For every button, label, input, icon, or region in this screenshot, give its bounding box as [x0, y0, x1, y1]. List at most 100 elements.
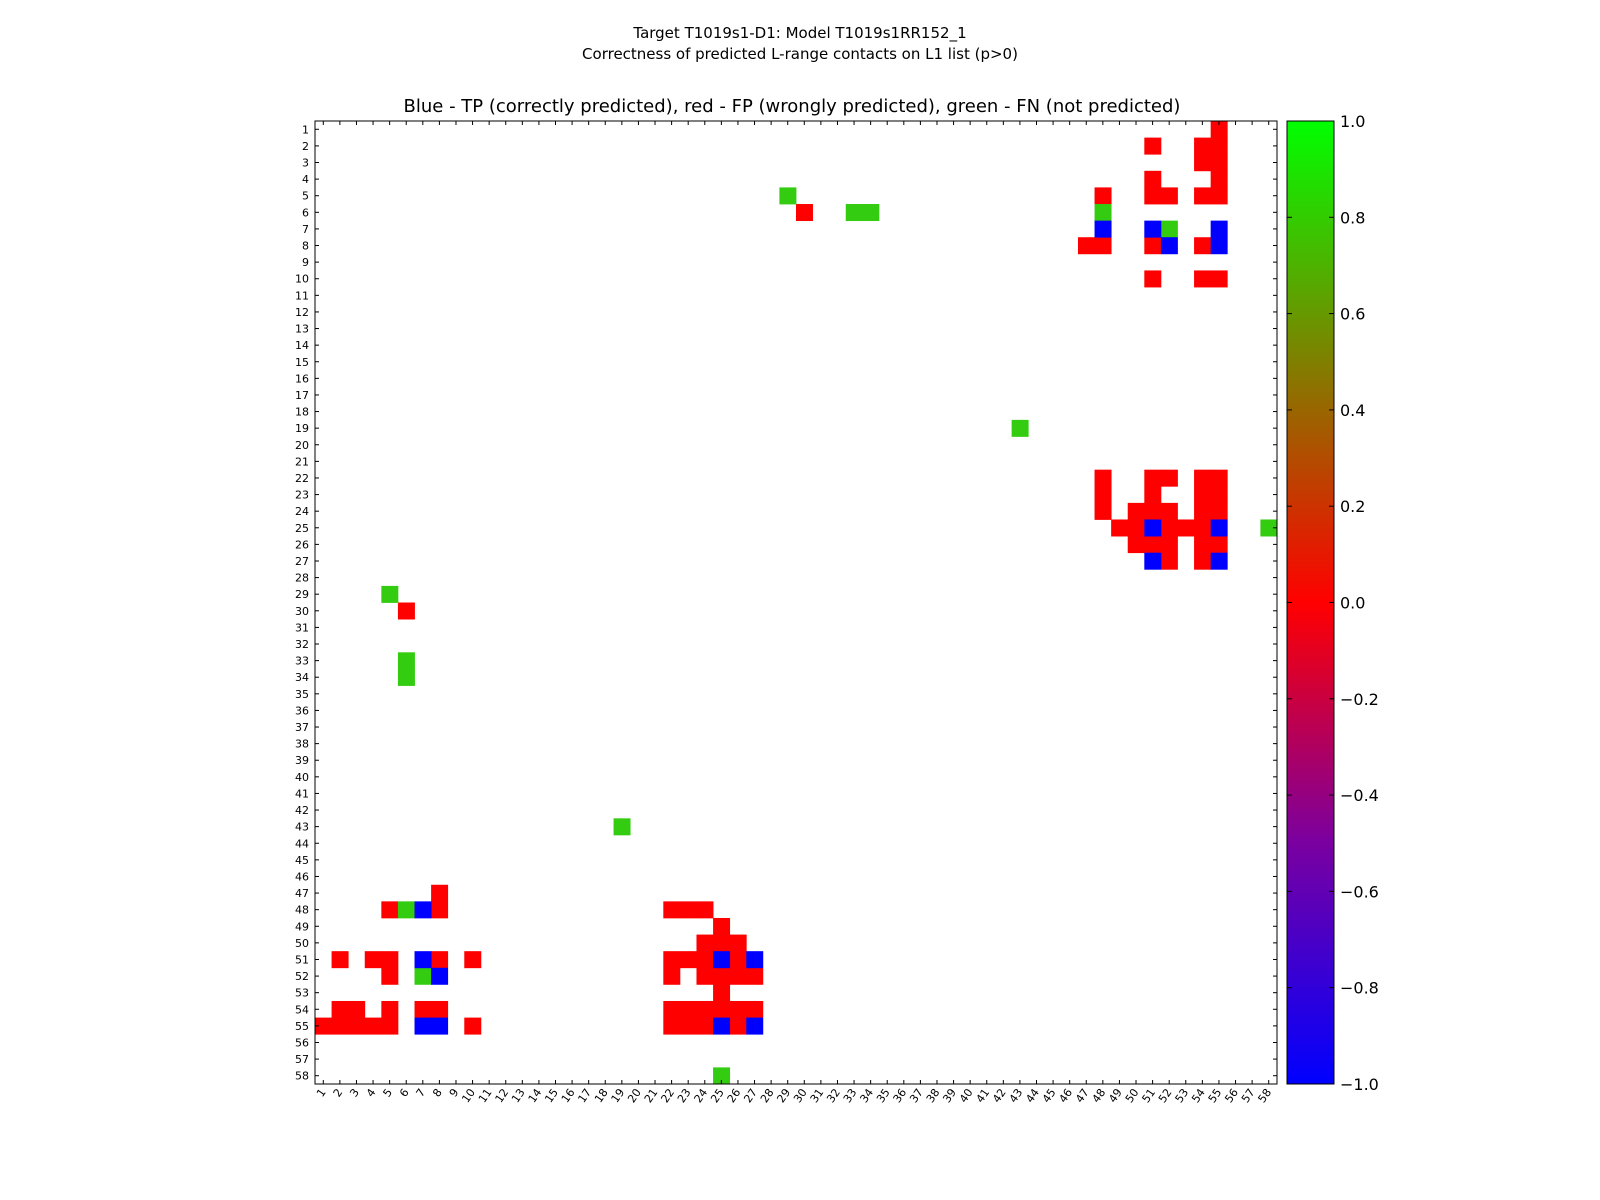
y-tick-label: 6 [302, 206, 309, 219]
x-tick-label: 13 [509, 1086, 528, 1105]
heatmap-cell-fp [696, 934, 714, 952]
x-tick-label: 43 [1007, 1086, 1026, 1105]
heatmap-cell-tp [431, 1017, 449, 1035]
colorbar [1286, 120, 1335, 1085]
y-tick-label: 13 [295, 323, 309, 336]
x-tick-label: 2 [331, 1086, 346, 1099]
heatmap-cell-fp [1094, 486, 1112, 504]
heatmap-cell-fn [779, 187, 797, 205]
heatmap-cell-tp [1160, 237, 1178, 255]
heatmap-cell-fp [331, 1017, 349, 1035]
x-tick-label: 39 [940, 1086, 959, 1105]
heatmap-cell-fp [1160, 552, 1178, 570]
y-tick-label: 48 [295, 904, 309, 917]
heatmap-cell-fn [1094, 204, 1112, 222]
heatmap-cell-fp [746, 967, 764, 985]
y-tick-label: 58 [295, 1070, 309, 1083]
y-tick-label: 39 [295, 754, 309, 767]
y-tick-label: 20 [295, 439, 309, 452]
heatmap-cell-tp [1210, 552, 1228, 570]
x-tick-label: 24 [692, 1086, 711, 1105]
heatmap-cell-fp [1077, 237, 1095, 255]
plot-area [315, 121, 1277, 1084]
heatmap-cell-fp [1160, 187, 1178, 205]
heatmap-cell-fp [1210, 536, 1228, 554]
heatmap-cell-fp [1160, 536, 1178, 554]
heatmap-cell-fp [1177, 519, 1195, 537]
heatmap-cells [315, 121, 1278, 1085]
x-tick-label: 25 [708, 1086, 727, 1105]
heatmap-cell-fp [1144, 486, 1162, 504]
x-tick-label: 4 [364, 1086, 379, 1099]
colorbar-tick-label: −0.8 [1340, 979, 1379, 998]
y-tick-label: 28 [295, 572, 309, 585]
y-tick-label: 49 [295, 920, 309, 933]
y-tick-label: 52 [295, 970, 309, 983]
x-tick-label: 10 [459, 1086, 478, 1105]
heatmap-cell-fp [796, 204, 813, 222]
x-tick-label: 55 [1206, 1086, 1225, 1105]
heatmap-cell-fp [679, 951, 697, 969]
heatmap-cell-fp [1210, 469, 1228, 487]
y-tick-label: 11 [295, 289, 309, 302]
y-tick-label: 47 [295, 887, 309, 900]
x-tick-label: 27 [741, 1086, 760, 1105]
plot-frame [314, 120, 1278, 1085]
x-tick-label: 12 [493, 1086, 512, 1105]
y-tick-label: 10 [295, 273, 309, 286]
heatmap-cell-fp [1194, 519, 1212, 537]
heatmap-cell-fn [414, 967, 432, 985]
heatmap-cell-fp [1094, 237, 1112, 255]
x-tick-label: 40 [957, 1086, 976, 1105]
x-tick-label: 58 [1255, 1086, 1274, 1105]
heatmap-cell-fp [1194, 187, 1212, 205]
heatmap-cell-fp [696, 967, 714, 985]
y-tick-label: 33 [295, 655, 309, 668]
heatmap-cell-fp [1144, 137, 1162, 155]
y-tick-label: 15 [295, 356, 309, 369]
heatmap-cell-fp [679, 1000, 697, 1018]
y-tick-label: 23 [295, 489, 309, 502]
heatmap-cell-fp [1144, 187, 1162, 205]
heatmap-cell-fp [464, 951, 482, 969]
y-tick-label: 18 [295, 406, 309, 419]
heatmap-cell-fp [713, 917, 731, 935]
heatmap-cell-fp [1160, 469, 1178, 487]
x-tick-label: 17 [575, 1086, 594, 1105]
heatmap-cell-fp [381, 951, 399, 969]
heatmap-cell-tp [1144, 519, 1162, 537]
y-tick-label: 25 [295, 522, 309, 535]
y-tick-label: 26 [295, 538, 309, 551]
heatmap-cell-fp [348, 1017, 366, 1035]
heatmap-cell-fp [1144, 469, 1162, 487]
heatmap-cell-fp [696, 951, 714, 969]
y-tick-label: 3 [302, 157, 309, 170]
colorbar-tick-label: −0.4 [1340, 786, 1379, 805]
heatmap-cell-fp [1127, 536, 1145, 554]
heatmap-cell-fp [414, 1000, 432, 1018]
heatmap-cell-tp [1094, 220, 1112, 238]
x-tick-label: 34 [857, 1086, 876, 1105]
heatmap-cell-tp [431, 967, 449, 985]
heatmap-cell-fp [1127, 502, 1145, 520]
y-tick-label: 31 [295, 621, 309, 634]
heatmap-cell-fp [1194, 486, 1212, 504]
x-tick-label: 42 [990, 1086, 1009, 1105]
y-tick-label: 50 [295, 937, 309, 950]
x-tick-label: 20 [625, 1086, 644, 1105]
figure-title-line-1: Target T1019s1-D1: Model T1019s1RR152_1 [632, 24, 966, 43]
y-tick-label: 12 [295, 306, 309, 319]
y-tick-label: 19 [295, 422, 309, 435]
y-tick-label: 22 [295, 472, 309, 485]
heatmap-cell-fp [1194, 552, 1212, 570]
heatmap-cell-tp [1210, 220, 1228, 238]
x-tick-label: 33 [841, 1086, 860, 1105]
heatmap-cell-fp [464, 1017, 482, 1035]
heatmap-cell-fn [613, 818, 631, 836]
y-tick-label: 32 [295, 638, 309, 651]
colorbar-tick-label: 0.6 [1340, 305, 1365, 324]
y-tick-label: 5 [302, 190, 309, 203]
axes-subtitle: Blue - TP (correctly predicted), red - F… [404, 96, 1181, 117]
heatmap-cell-fp [1194, 237, 1212, 255]
